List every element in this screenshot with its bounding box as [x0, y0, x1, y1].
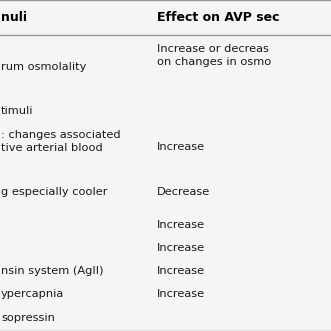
Bar: [0, 35, 331, 100]
Text: Increase: Increase: [157, 266, 205, 276]
Text: Increase: Increase: [157, 243, 205, 253]
Text: ypercapnia: ypercapnia: [1, 289, 64, 299]
Text: rum osmolality: rum osmolality: [1, 62, 86, 72]
Bar: [0, 100, 331, 123]
Bar: [0, 213, 331, 236]
Bar: [0, 282, 331, 306]
Text: Increase or decreas
on changes in osmo: Increase or decreas on changes in osmo: [157, 44, 271, 67]
Bar: [0, 259, 331, 282]
Bar: [0, 123, 331, 171]
Text: Effect on AVP sec: Effect on AVP sec: [157, 11, 280, 24]
Text: : changes associated
tive arterial blood: : changes associated tive arterial blood: [1, 130, 120, 153]
Text: nuli: nuli: [1, 11, 27, 24]
Text: Increase: Increase: [157, 219, 205, 229]
Text: sopressin: sopressin: [1, 313, 55, 323]
Text: Decrease: Decrease: [157, 187, 211, 197]
Text: Increase: Increase: [157, 289, 205, 299]
Bar: [0, 171, 331, 213]
Text: Increase: Increase: [157, 142, 205, 152]
Text: g especially cooler: g especially cooler: [1, 187, 108, 197]
Bar: [0, 236, 331, 259]
Bar: [0, 306, 331, 331]
Text: nsin system (AgII): nsin system (AgII): [1, 266, 104, 276]
Text: timuli: timuli: [1, 106, 33, 116]
Bar: [0, 0, 331, 35]
